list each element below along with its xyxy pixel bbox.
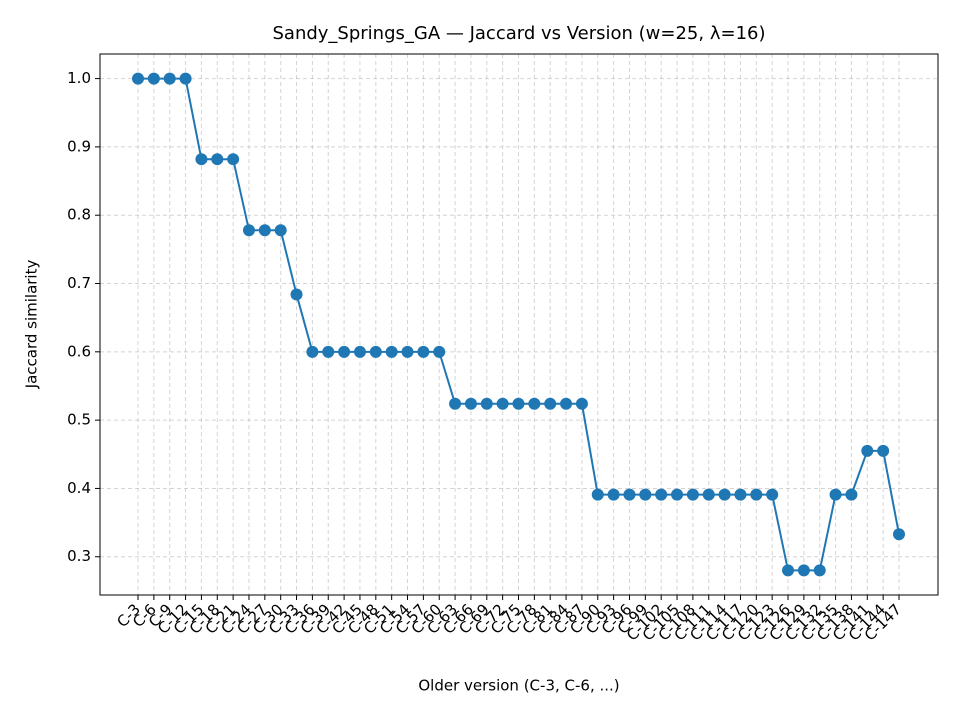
data-point <box>369 345 382 358</box>
data-point <box>227 153 240 166</box>
y-tick-label: 1.0 <box>67 69 91 87</box>
data-point <box>893 528 905 541</box>
data-point <box>782 564 795 577</box>
data-point <box>464 397 477 410</box>
x-axis-label: Older version (C-3, C-6, ...) <box>418 677 619 695</box>
data-point <box>274 224 287 237</box>
data-point <box>813 564 826 577</box>
y-tick-label: 0.5 <box>67 411 91 429</box>
data-point <box>306 345 319 358</box>
data-point <box>496 397 509 410</box>
y-tick-label: 0.9 <box>67 137 91 155</box>
data-point <box>401 345 414 358</box>
data-point <box>353 345 366 358</box>
data-point <box>512 397 525 410</box>
data-point <box>242 224 255 237</box>
y-tick-label: 0.7 <box>67 274 91 292</box>
data-point <box>528 397 541 410</box>
data-point <box>449 397 462 410</box>
data-point <box>575 397 588 410</box>
y-tick-label: 0.4 <box>67 479 91 497</box>
y-tick-label: 0.3 <box>67 547 91 565</box>
data-point <box>544 397 557 410</box>
data-point <box>718 488 731 501</box>
data-point <box>338 345 351 358</box>
y-axis-label: Jaccard similarity <box>23 260 41 390</box>
data-point <box>433 345 446 358</box>
data-point <box>861 444 874 457</box>
data-point <box>750 488 763 501</box>
data-point <box>623 488 636 501</box>
data-point <box>734 488 747 501</box>
data-point <box>702 488 715 501</box>
data-point <box>179 72 192 85</box>
data-point <box>163 72 176 85</box>
data-point <box>211 153 224 166</box>
data-point <box>607 488 620 501</box>
data-point <box>258 224 271 237</box>
data-point <box>877 444 890 457</box>
data-point <box>322 345 335 358</box>
plot-frame <box>99 53 939 596</box>
data-point <box>655 488 668 501</box>
data-point <box>290 288 303 301</box>
data-point <box>671 488 684 501</box>
data-point <box>195 153 208 166</box>
data-point <box>797 564 810 577</box>
data-point <box>766 488 779 501</box>
data-point <box>639 488 652 501</box>
data-point <box>829 488 842 501</box>
data-point <box>385 345 398 358</box>
data-point <box>560 397 573 410</box>
data-point <box>132 72 144 85</box>
chart-title: Sandy_Springs_GA — Jaccard vs Version (w… <box>272 23 765 44</box>
data-point <box>480 397 493 410</box>
data-point <box>417 345 430 358</box>
data-point <box>686 488 699 501</box>
y-tick-label: 0.6 <box>67 342 91 360</box>
data-point <box>845 488 858 501</box>
data-point <box>147 72 160 85</box>
data-point <box>591 488 604 501</box>
y-tick-label: 0.8 <box>67 206 91 224</box>
